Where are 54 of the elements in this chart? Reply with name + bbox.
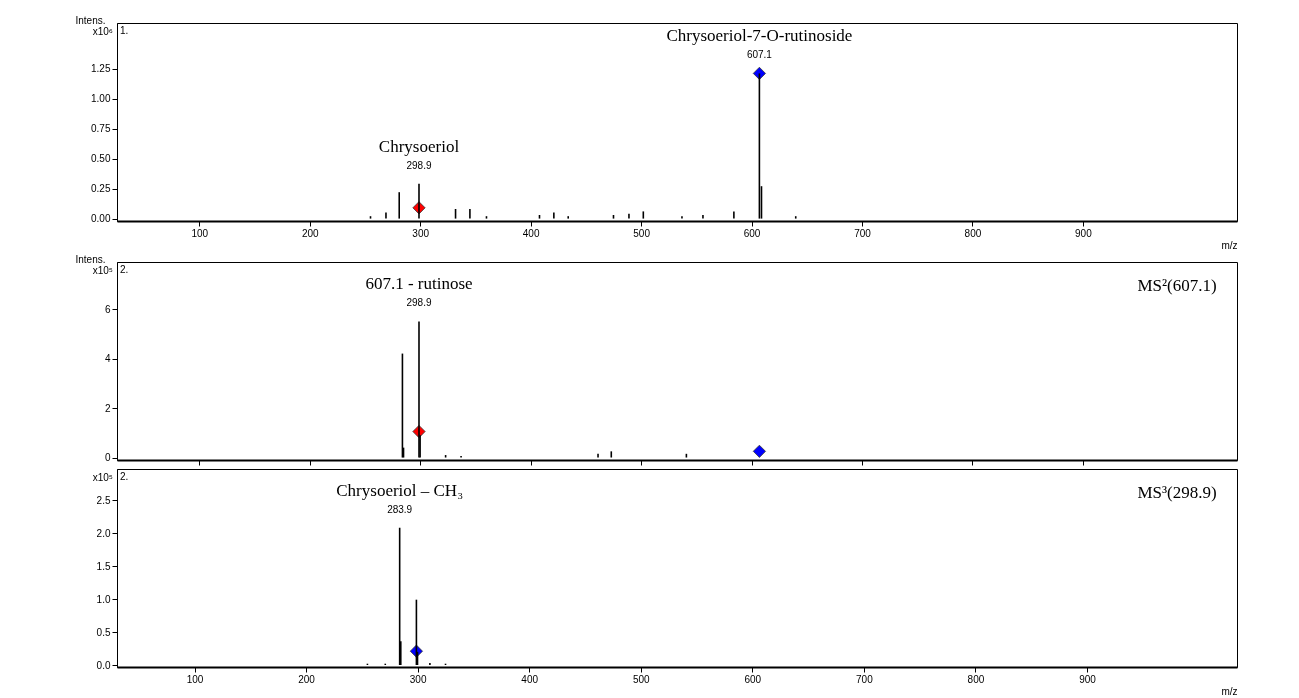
x-tick-label: 100 [191, 227, 209, 239]
annotation: 298.9 [406, 297, 432, 309]
y-tick-label: 6 [104, 303, 111, 315]
annotation: Chrysoeriol-7-O-rutinoside [666, 26, 853, 46]
annotation: MS²(607.1) [1137, 276, 1217, 295]
x-tick-label: 600 [743, 227, 761, 239]
x-axis-title: m/z [1221, 685, 1238, 697]
x-tick-label: 700 [854, 227, 872, 239]
annotation: 607.1 - rutinose [365, 274, 473, 294]
x-tick-label: 800 [967, 673, 985, 685]
text: x10⁵ [92, 265, 113, 276]
x-tick-label: 100 [186, 673, 204, 685]
y-tick-label: 2 [104, 402, 111, 414]
x-tick-label: 400 [521, 673, 539, 685]
y-axis-title: Intens. [75, 253, 106, 265]
y-axis-title: Intens. [75, 14, 106, 26]
x-tick-label: 700 [856, 673, 874, 685]
x-axis-title: m/z [1221, 239, 1238, 251]
x-tick-label: 300 [412, 227, 430, 239]
y-tick-label: 0.5 [96, 626, 111, 638]
y-tick-label: 0.0 [96, 659, 111, 671]
annotation: 607.1 [746, 49, 773, 61]
x-tick-label: 800 [964, 227, 982, 239]
y-tick-label: 4 [104, 353, 111, 365]
y-tick-label: 0.75 [91, 123, 111, 135]
annotation: MS³(298.9) [1137, 483, 1217, 502]
text: x10⁵ [92, 472, 113, 483]
annotation: 1. [120, 25, 129, 36]
x-tick-label: 200 [298, 673, 316, 685]
y-tick-label: 0.00 [91, 213, 111, 225]
y-tick-label: 1.25 [91, 63, 111, 75]
x-tick-label: 600 [744, 673, 762, 685]
y-tick-label: 1.5 [96, 560, 111, 572]
x-tick-label: 900 [1075, 227, 1093, 239]
annotation: Chrysoeriol [378, 136, 460, 156]
annotation: 2. [120, 264, 129, 275]
y-tick-label: 0 [104, 452, 111, 464]
x-tick-label: 300 [409, 673, 427, 685]
y-tick-label: 2.5 [96, 494, 111, 506]
y-tick-label: 1.0 [96, 593, 111, 605]
x-tick-label: 400 [522, 227, 540, 239]
y-tick-label: 0.25 [91, 183, 111, 195]
annotation: 283.9 [387, 503, 413, 515]
x-tick-label: 500 [633, 227, 651, 239]
annotation: 298.9 [406, 159, 432, 171]
annotation: 2. [120, 471, 129, 482]
y-tick-label: 1.00 [91, 93, 111, 105]
annotation: Chrysoeriol – CH₃ [336, 480, 464, 500]
x-tick-label: 500 [632, 673, 651, 685]
x-tick-label: 900 [1079, 673, 1097, 685]
text: x10⁶ [92, 26, 113, 37]
y-tick-label: 0.50 [91, 153, 111, 165]
y-tick-label: 2.0 [96, 527, 111, 539]
x-tick-label: 200 [301, 227, 320, 239]
